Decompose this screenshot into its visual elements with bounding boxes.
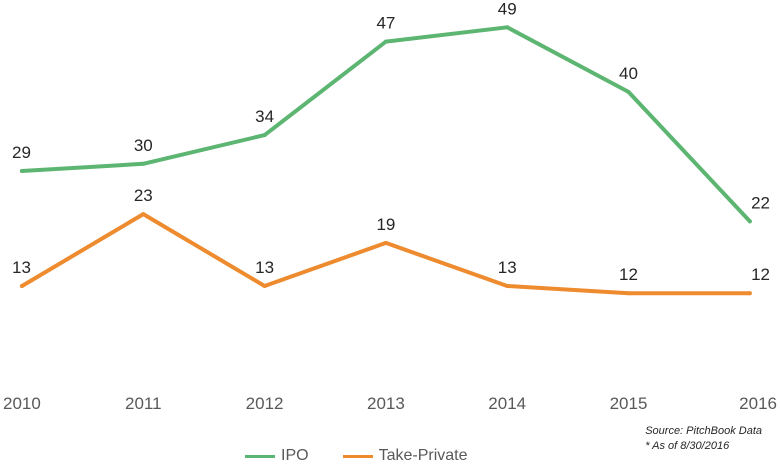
series-line-ipo bbox=[20, 25, 752, 224]
x-tick-label: 2012 bbox=[246, 394, 284, 413]
legend-label-take-private: Take-Private bbox=[378, 447, 468, 464]
data-label-ipo: 40 bbox=[619, 64, 638, 83]
data-point-take-private bbox=[141, 212, 146, 217]
data-label-ipo: 34 bbox=[255, 107, 274, 126]
data-label-take-private: 12 bbox=[751, 265, 770, 284]
data-point-take-private bbox=[383, 240, 388, 245]
legend-item-ipo[interactable]: IPO bbox=[245, 447, 309, 465]
data-point-ipo bbox=[20, 169, 24, 173]
data-label-take-private: 12 bbox=[619, 265, 638, 284]
data-label-take-private: 13 bbox=[12, 258, 31, 277]
data-label-ipo: 47 bbox=[376, 14, 395, 33]
source-line: Source: PitchBook Data bbox=[645, 425, 762, 437]
data-label-ipo: 22 bbox=[751, 193, 770, 212]
data-point-ipo bbox=[747, 219, 752, 224]
data-label-ipo: 29 bbox=[12, 143, 31, 162]
data-point-take-private bbox=[262, 284, 267, 288]
data-label-ipo: 49 bbox=[498, 0, 517, 18]
data-label-take-private: 13 bbox=[498, 258, 517, 277]
data-point-ipo bbox=[626, 89, 631, 94]
data-point-ipo bbox=[505, 25, 510, 30]
x-tick-label: 2011 bbox=[125, 394, 162, 413]
x-tick-label: 2010 bbox=[3, 394, 41, 413]
legend: IPO Take-Private bbox=[245, 447, 501, 465]
x-tick-label: 2014 bbox=[488, 394, 526, 413]
data-point-take-private bbox=[747, 291, 752, 296]
data-point-ipo bbox=[383, 39, 388, 44]
legend-label-ipo: IPO bbox=[281, 447, 309, 464]
legend-swatch-ipo bbox=[245, 454, 275, 458]
data-point-ipo bbox=[141, 161, 146, 166]
x-tick-label: 2013 bbox=[367, 394, 405, 413]
data-point-take-private bbox=[20, 284, 24, 288]
x-tick-label: 2016 bbox=[739, 394, 777, 413]
x-tick-label: 2015 bbox=[610, 394, 648, 413]
data-label-ipo: 30 bbox=[134, 136, 153, 155]
data-label-take-private: 13 bbox=[255, 258, 274, 277]
data-label-take-private: 19 bbox=[376, 215, 395, 234]
as-of-line: * As of 8/30/2016 bbox=[645, 440, 730, 452]
data-point-ipo bbox=[262, 133, 267, 138]
data-point-take-private bbox=[626, 291, 631, 296]
data-label-take-private: 23 bbox=[134, 186, 153, 205]
data-point-take-private bbox=[505, 284, 510, 288]
legend-swatch-take-private bbox=[342, 454, 373, 458]
source-note: Source: PitchBook Data * As of 8/30/2016 bbox=[645, 424, 762, 454]
legend-item-take-private[interactable]: Take-Private bbox=[342, 447, 468, 465]
